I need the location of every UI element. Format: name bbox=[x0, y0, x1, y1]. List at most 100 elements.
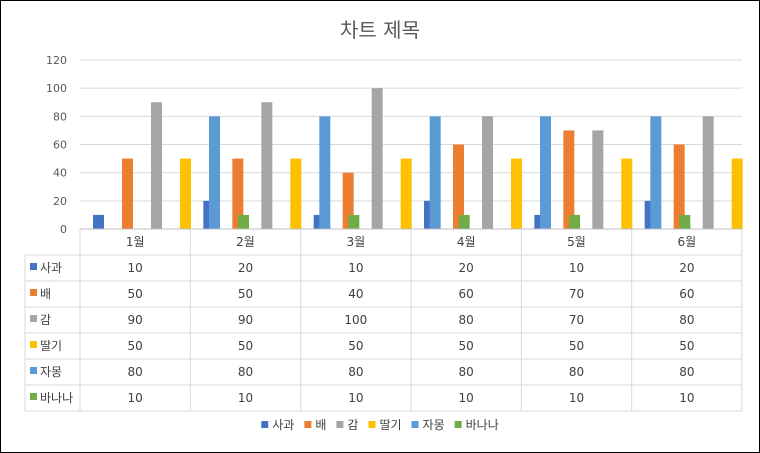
bar-자몽-3월 bbox=[429, 116, 441, 229]
table-cell-value: 10 bbox=[128, 261, 143, 275]
table-cell-value: 80 bbox=[238, 365, 253, 379]
table-cell-value: 90 bbox=[128, 313, 143, 327]
bar-자몽-2월 bbox=[319, 116, 331, 229]
bar-바나나-2월 bbox=[348, 214, 360, 229]
legend-swatch-바나나 bbox=[454, 421, 462, 428]
bar-딸기-6월 bbox=[731, 158, 743, 229]
bar-배-6월 bbox=[673, 144, 685, 229]
table-cell-value: 20 bbox=[679, 261, 694, 275]
table-series-name: 사과 bbox=[40, 261, 62, 275]
bar-사과-1월 bbox=[93, 214, 104, 229]
bar-감-4월 bbox=[482, 116, 493, 229]
table-legend-key-배 bbox=[30, 289, 37, 296]
table-cell-value: 50 bbox=[238, 287, 253, 301]
category-label: 1월 bbox=[126, 235, 145, 249]
y-tick-label: 60 bbox=[53, 139, 67, 152]
table-cell-value: 50 bbox=[569, 339, 584, 353]
table-cell-value: 40 bbox=[348, 287, 363, 301]
bar-감-1월 bbox=[151, 102, 162, 229]
bar-감-5월 bbox=[592, 130, 604, 229]
bar-바나나-1월 bbox=[238, 214, 249, 229]
bar-배-4월 bbox=[453, 144, 464, 229]
bar-바나나-5월 bbox=[679, 214, 691, 229]
bar-자몽-1월 bbox=[209, 116, 220, 229]
table-legend-key-자몽 bbox=[30, 367, 37, 374]
table-cell-value: 10 bbox=[128, 391, 143, 405]
table-cell-value: 10 bbox=[348, 391, 363, 405]
bar-바나나-3월 bbox=[458, 214, 470, 229]
bar-사과-3월 bbox=[313, 214, 325, 229]
bar-감-2월 bbox=[261, 102, 273, 229]
table-cell-value: 50 bbox=[459, 339, 474, 353]
bar-사과-5월 bbox=[534, 214, 546, 229]
table-cell-value: 90 bbox=[238, 313, 253, 327]
table-cell-value: 50 bbox=[679, 339, 694, 353]
table-cell-value: 10 bbox=[238, 391, 253, 405]
y-tick-label: 0 bbox=[60, 223, 67, 236]
table-cell-value: 70 bbox=[569, 313, 584, 327]
bar-사과-2월 bbox=[203, 200, 215, 229]
table-cell-value: 80 bbox=[569, 365, 584, 379]
legend-label: 바나나 bbox=[466, 418, 499, 432]
bar-감-3월 bbox=[371, 88, 383, 230]
table-cell-value: 10 bbox=[348, 261, 363, 275]
y-tick-label: 80 bbox=[53, 110, 67, 123]
bar-감-6월 bbox=[702, 116, 714, 229]
table-cell-value: 70 bbox=[569, 287, 584, 301]
y-tick-label: 20 bbox=[53, 195, 67, 208]
legend-swatch-사과 bbox=[261, 421, 269, 428]
legend-label: 딸기 bbox=[379, 418, 401, 432]
table-series-name: 바나나 bbox=[40, 391, 73, 405]
table-cell-value: 20 bbox=[459, 261, 474, 275]
table-cell-value: 80 bbox=[679, 313, 694, 327]
table-legend-key-딸기 bbox=[30, 341, 37, 348]
bar-배-2월 bbox=[232, 158, 244, 229]
table-series-name: 자몽 bbox=[40, 365, 62, 379]
category-label: 3월 bbox=[346, 235, 365, 249]
bar-사과-6월 bbox=[644, 200, 656, 229]
table-cell-value: 80 bbox=[348, 365, 363, 379]
bar-배-1월 bbox=[122, 158, 133, 229]
bar-바나나-4월 bbox=[569, 214, 580, 229]
table-cell-value: 60 bbox=[679, 287, 694, 301]
table-cell-value: 10 bbox=[679, 391, 694, 405]
table-cell-value: 10 bbox=[569, 261, 584, 275]
category-label: 5월 bbox=[567, 235, 586, 249]
legend-label: 감 bbox=[347, 418, 358, 432]
table-cell-value: 80 bbox=[459, 365, 474, 379]
bar-자몽-5월 bbox=[650, 116, 662, 229]
bar-배-3월 bbox=[342, 172, 354, 229]
chart-title: 차트 제목 bbox=[340, 18, 420, 42]
category-label: 4월 bbox=[457, 235, 476, 249]
bar-딸기-3월 bbox=[400, 158, 412, 229]
table-cell-value: 50 bbox=[128, 339, 143, 353]
legend-swatch-감 bbox=[336, 421, 344, 428]
table-cell-value: 10 bbox=[459, 391, 474, 405]
y-tick-label: 40 bbox=[53, 167, 67, 180]
bar-딸기-4월 bbox=[511, 158, 522, 229]
table-cell-value: 80 bbox=[679, 365, 694, 379]
bar-딸기-5월 bbox=[621, 158, 633, 229]
bar-딸기-1월 bbox=[180, 158, 191, 229]
table-legend-key-감 bbox=[30, 315, 37, 322]
table-cell-value: 20 bbox=[238, 261, 253, 275]
table-cell-value: 80 bbox=[128, 365, 143, 379]
table-cell-value: 50 bbox=[348, 339, 363, 353]
table-cell-value: 80 bbox=[459, 313, 474, 327]
bar-배-5월 bbox=[563, 130, 575, 229]
y-tick-label: 120 bbox=[46, 54, 67, 67]
legend-label: 배 bbox=[315, 418, 326, 432]
bar-사과-4월 bbox=[424, 200, 435, 229]
y-tick-label: 100 bbox=[46, 82, 67, 95]
bar-자몽-4월 bbox=[540, 116, 551, 229]
table-cell-value: 50 bbox=[128, 287, 143, 301]
table-cell-value: 50 bbox=[238, 339, 253, 353]
category-label: 2월 bbox=[236, 235, 255, 249]
table-cell-value: 10 bbox=[569, 391, 584, 405]
table-series-name: 감 bbox=[40, 313, 51, 327]
legend-swatch-딸기 bbox=[368, 421, 376, 428]
legend-swatch-배 bbox=[304, 421, 312, 428]
table-cell-value: 100 bbox=[344, 313, 367, 327]
table-legend-key-바나나 bbox=[30, 393, 37, 400]
table-series-name: 배 bbox=[40, 287, 51, 301]
